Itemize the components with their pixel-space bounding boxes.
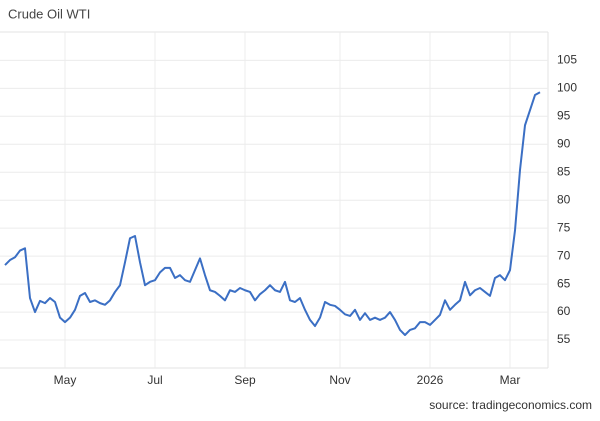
chart-title: Crude Oil WTI	[8, 6, 90, 21]
x-tick-label: Jul	[147, 373, 162, 387]
x-tick-label: Nov	[329, 373, 350, 387]
y-tick-label: 85	[557, 164, 571, 178]
y-tick-label: 70	[557, 248, 571, 262]
x-tick-label: Mar	[500, 373, 521, 387]
y-tick-label: 90	[557, 136, 571, 150]
y-tick-label: 105	[557, 53, 577, 67]
y-tick-label: 55	[557, 332, 571, 346]
x-tick-label: 2026	[417, 373, 444, 387]
y-tick-label: 80	[557, 192, 571, 206]
y-tick-label: 75	[557, 220, 571, 234]
y-tick-label: 65	[557, 276, 571, 290]
line-series	[4, 91, 541, 336]
y-tick-label: 60	[557, 304, 571, 318]
y-tick-label: 95	[557, 108, 571, 122]
y-tick-label: 100	[557, 81, 577, 95]
x-tick-label: Sep	[234, 373, 256, 387]
source: source: tradingeconomics.com	[429, 398, 592, 412]
x-tick-label: May	[54, 373, 77, 387]
